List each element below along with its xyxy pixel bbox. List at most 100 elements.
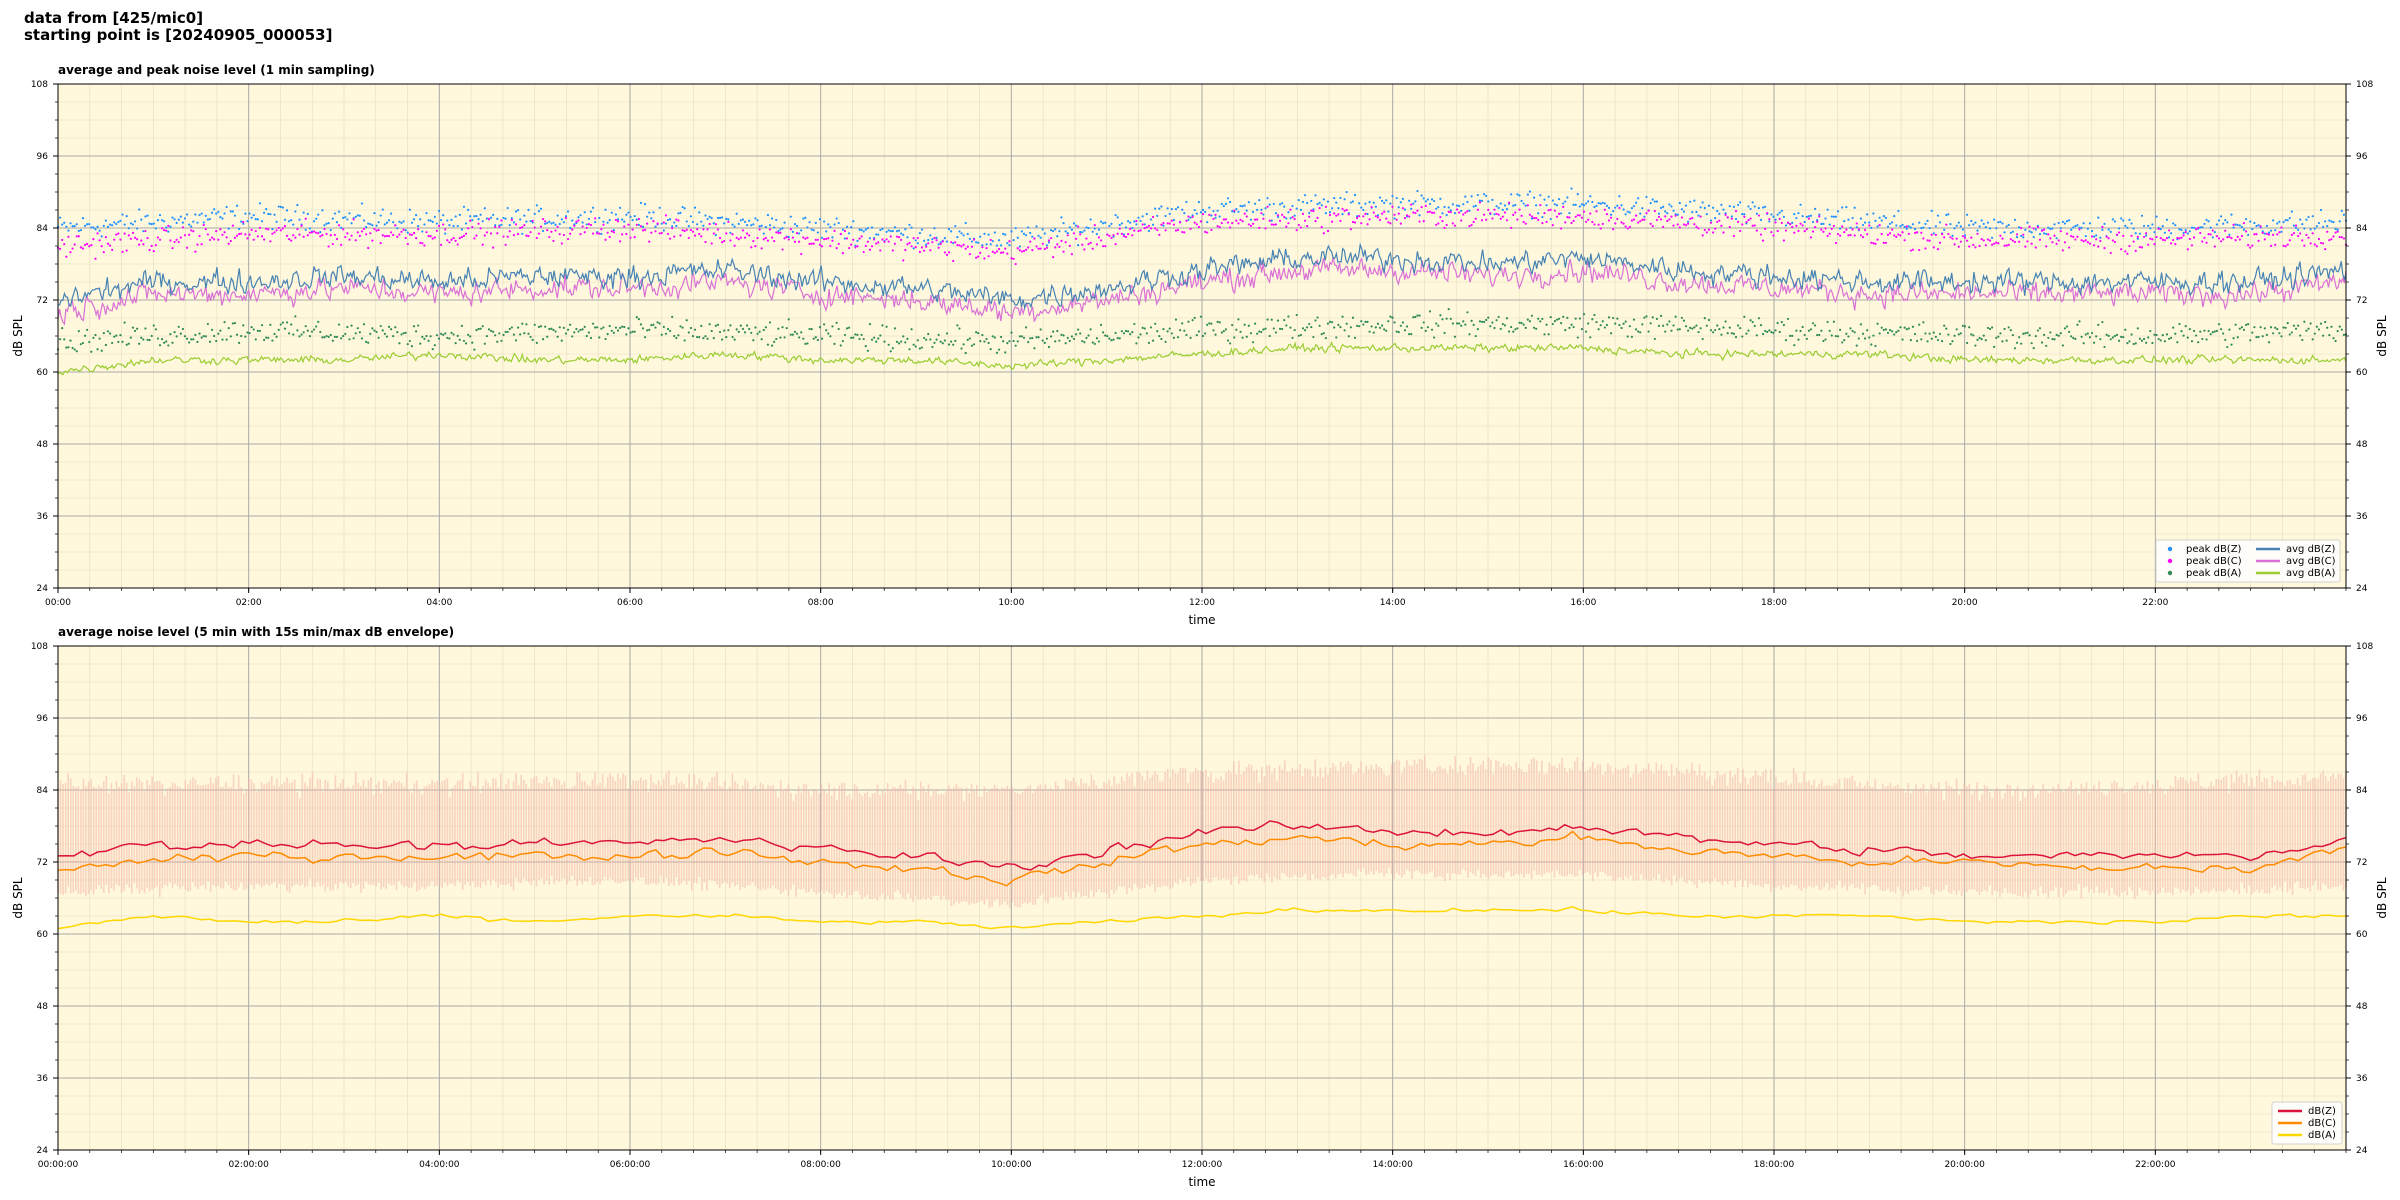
peak-point (781, 227, 784, 230)
peak-point (1753, 224, 1756, 227)
peak-point (2007, 223, 2010, 227)
peak-point (700, 324, 703, 327)
peak-point (1639, 212, 1642, 215)
peak-point (1133, 322, 1136, 326)
peak-point (548, 235, 551, 239)
peak-point (737, 330, 740, 333)
peak-point (1066, 336, 1069, 340)
peak-point (1849, 226, 1852, 229)
peak-point (335, 237, 339, 241)
peak-point (2092, 244, 2096, 247)
peak-point (1435, 322, 1438, 325)
peak-point (104, 236, 107, 239)
peak-point (729, 239, 732, 242)
peak-point (1353, 221, 1357, 224)
peak-point (1739, 327, 1742, 330)
peak-point (1478, 320, 1482, 323)
peak-point (1968, 326, 1971, 329)
peak-point (2138, 337, 2141, 340)
peak-point (2120, 217, 2123, 220)
peak-point (460, 324, 463, 327)
peak-point (358, 331, 361, 334)
peak-point (962, 234, 965, 237)
peak-point (1253, 322, 1257, 325)
peak-point (244, 212, 247, 215)
peak-point (556, 225, 559, 228)
peak-point (1181, 208, 1184, 211)
peak-point (2005, 244, 2008, 247)
peak-point (1212, 329, 1215, 332)
peak-point (569, 226, 572, 230)
peak-point (1068, 244, 1071, 247)
peak-point (1676, 213, 1679, 216)
peak-point (1204, 210, 1207, 213)
peak-point (2076, 235, 2079, 238)
peak-point (425, 231, 428, 234)
peak-point (1122, 235, 1126, 238)
peak-point (1928, 226, 1931, 230)
peak-point (693, 234, 697, 237)
peak-point (1206, 231, 1209, 234)
peak-point (319, 230, 322, 234)
peak-point (900, 238, 903, 241)
peak-point (1578, 214, 1581, 217)
peak-point (2015, 235, 2019, 239)
peak-point (1331, 321, 1334, 324)
peak-point (1841, 341, 1844, 344)
peak-point (793, 223, 797, 226)
peak-point (65, 346, 68, 349)
peak-point (777, 327, 780, 330)
peak-point (1210, 214, 1213, 217)
peak-point (175, 238, 178, 241)
peak-point (2238, 327, 2241, 330)
peak-point (2209, 226, 2212, 229)
peak-point (1922, 237, 1925, 240)
peak-point (2257, 335, 2260, 339)
peak-point (1143, 226, 1146, 230)
peak-point (227, 327, 230, 330)
peak-point (1097, 340, 1101, 343)
peak-point (1645, 212, 1648, 215)
peak-point (1366, 223, 1369, 226)
peak-point (556, 214, 559, 217)
peak-point (1986, 238, 1990, 241)
peak-point (287, 332, 291, 335)
peak-point (146, 236, 149, 240)
peak-point (1607, 316, 1611, 319)
peak-point (1893, 215, 1896, 218)
peak-point (1426, 210, 1429, 214)
peak-point (1920, 227, 1923, 230)
peak-point (1764, 329, 1767, 333)
peak-point (802, 337, 805, 340)
peak-point (1789, 223, 1792, 226)
peak-point (1383, 328, 1386, 331)
peak-point (1137, 216, 1140, 219)
peak-point (1649, 222, 1652, 225)
peak-point (2192, 329, 2196, 333)
peak-point (1605, 204, 1609, 207)
peak-point (173, 218, 176, 221)
peak-point (2167, 229, 2171, 232)
peak-point (2165, 237, 2169, 240)
peak-point (1201, 208, 1205, 212)
peak-point (1416, 209, 1419, 212)
peak-point (290, 323, 293, 326)
peak-point (2090, 235, 2094, 238)
peak-point (1341, 213, 1344, 216)
peak-point (175, 221, 178, 225)
peak-point (138, 208, 141, 211)
peak-point (1755, 334, 1758, 337)
peak-point (498, 332, 501, 335)
peak-point (544, 220, 547, 223)
legend-box (2271, 1101, 2343, 1145)
peak-point (2334, 231, 2337, 234)
peak-point (1988, 227, 1992, 230)
peak-point (146, 214, 149, 217)
peak-point (514, 339, 518, 342)
peak-point (1333, 196, 1336, 200)
peak-point (1920, 338, 1923, 341)
peak-point (127, 234, 130, 237)
peak-point (1158, 334, 1161, 338)
peak-point (2297, 234, 2300, 238)
peak-point (1547, 209, 1550, 212)
